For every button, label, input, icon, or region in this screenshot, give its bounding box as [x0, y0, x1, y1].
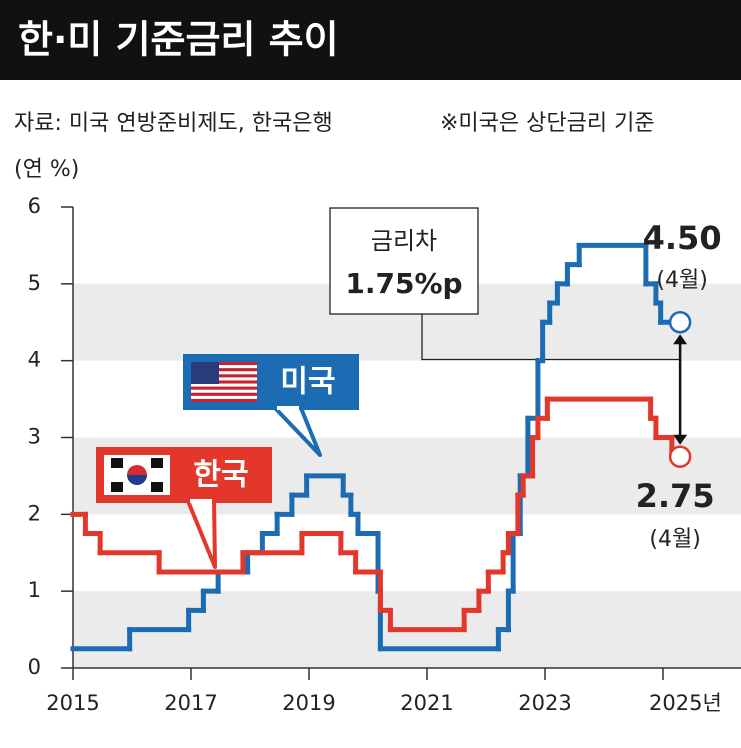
x-tick-label: 2017 — [164, 691, 217, 715]
legend-label: 미국 — [280, 365, 335, 400]
flag-stripe — [191, 398, 257, 402]
arrow-head — [673, 334, 688, 345]
legend-pointer-gap — [277, 406, 299, 410]
end-point — [668, 311, 692, 334]
flag-trigram — [111, 482, 123, 492]
end-note: (4월) — [656, 268, 707, 293]
flag-yang — [127, 465, 147, 475]
arrow-head — [673, 434, 688, 445]
legend-pointer-gap — [190, 499, 212, 503]
x-tick-label: 2023 — [518, 691, 571, 715]
legend-label: 한국 — [193, 458, 248, 493]
y-axis-label: (연 %) — [14, 157, 79, 182]
flag-trigram — [151, 458, 163, 468]
y-tick-label: 5 — [28, 271, 41, 295]
legend-item: 한국 — [96, 447, 272, 569]
y-tick-label: 4 — [28, 348, 41, 372]
plot-background — [73, 207, 741, 668]
y-tick-label: 2 — [28, 501, 41, 525]
source: 자료: 미국 연방준비제도, 한국은행 — [14, 111, 333, 136]
end-note: (4월) — [649, 527, 700, 552]
flag-stripe — [191, 368, 257, 372]
flag-stripe — [191, 374, 257, 378]
y-tick-label: 0 — [28, 655, 41, 679]
title-bar — [0, 0, 741, 80]
flag-stripe — [191, 362, 257, 366]
chart-title: 한·미 기준금리 추이 — [18, 18, 339, 62]
flag-eum — [127, 475, 147, 485]
annotation-value: 1.75%p — [345, 267, 462, 300]
y-tick-label: 1 — [28, 578, 41, 602]
flag-canton — [191, 362, 219, 384]
x-tick-label: 2015 — [46, 691, 99, 715]
flag-stripe — [191, 392, 257, 396]
flag-trigram — [151, 482, 163, 492]
footnote: ※미국은 상단금리 기준 — [440, 111, 655, 136]
end-point — [668, 445, 692, 468]
end-value-label: 2.75 — [636, 477, 715, 515]
y-tick-label: 6 — [28, 194, 41, 218]
x-tick-label: 2019 — [282, 691, 335, 715]
y-tick-label: 3 — [28, 425, 41, 449]
annotation-box — [329, 207, 479, 315]
flag-stripe — [191, 386, 257, 390]
annotation-title: 금리차 — [371, 227, 437, 255]
leader-line — [421, 314, 681, 361]
x-tick-label: 2025년 — [649, 691, 722, 715]
end-value-label: 4.50 — [643, 219, 722, 257]
legend-item: 미국 — [183, 354, 359, 457]
flag-stripe — [191, 380, 257, 384]
flag-trigram — [111, 458, 123, 468]
x-tick-label: 2021 — [400, 691, 453, 715]
